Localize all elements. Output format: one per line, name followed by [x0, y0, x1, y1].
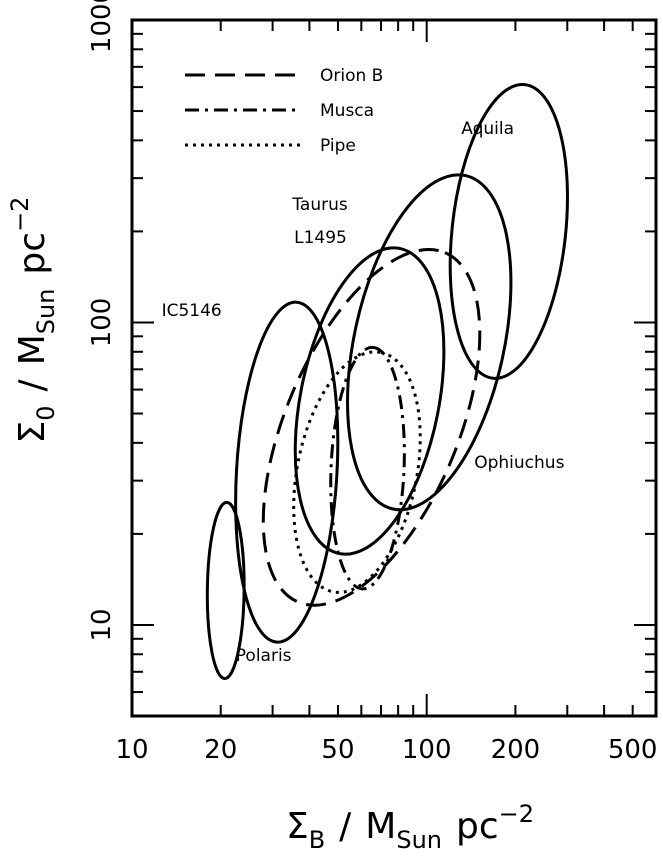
annotation-label: IC5146 — [162, 301, 222, 321]
x-tick-label: 10 — [115, 735, 148, 765]
legend-label: Pipe — [320, 136, 356, 156]
x-tick-label: 50 — [321, 735, 354, 765]
y-tick-label: 10 — [87, 608, 117, 641]
x-axis-ticks: 10 20 50 100 200 500 — [115, 20, 657, 765]
series-orion-b-contour — [261, 247, 482, 607]
plot-frame — [130, 18, 658, 718]
legend-label: Musca — [320, 101, 374, 121]
x-axis-title: ΣB / MSun pc−2 — [286, 800, 534, 854]
x-tick-label: 500 — [608, 735, 658, 765]
y-axis-title: Σ0/MSunpc−2 — [6, 197, 60, 444]
annotation-label: Ophiuchus — [474, 453, 564, 473]
y-tick-label: 1000 — [87, 0, 117, 53]
annotation-label: L1495 — [294, 228, 347, 248]
annotation-label: Polaris — [236, 646, 292, 666]
series-taurus-l1495-contour — [293, 246, 446, 556]
series-musca-contour — [329, 345, 406, 591]
x-tick-label: 100 — [402, 735, 452, 765]
y-tick-label: 100 — [87, 298, 117, 348]
annotation-label: Taurus — [291, 195, 348, 215]
x-tick-label: 20 — [204, 735, 237, 765]
x-tick-label: 200 — [491, 735, 541, 765]
series-group — [205, 83, 569, 681]
series-ic5146-contour — [234, 300, 340, 644]
series-ophiuchus-contour — [346, 173, 513, 512]
annotations: Polaris IC5146 Taurus L1495 Ophiuchus Aquila — [162, 119, 565, 666]
legend-label: Orion B — [320, 66, 383, 86]
legend: Orion B Musca Pipe — [185, 66, 383, 156]
y-axis-ticks: 10 100 1000 — [87, 0, 656, 717]
annotation-label: Aquila — [461, 119, 514, 139]
series-aquila-contour — [448, 83, 569, 380]
